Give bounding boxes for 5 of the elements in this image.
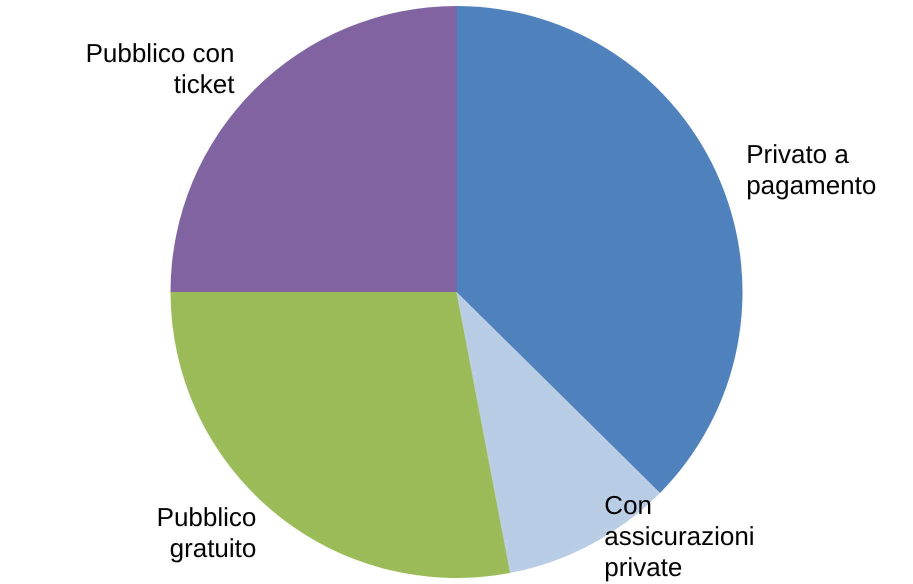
- slice-label: Pubblico gratuito: [156, 502, 256, 563]
- pie-slice: [456, 6, 742, 493]
- slice-label: Privato a pagamento: [746, 138, 876, 200]
- slice-label: Con assicurazioni private: [604, 490, 755, 582]
- slice-label: Pubblico con ticket: [86, 38, 236, 99]
